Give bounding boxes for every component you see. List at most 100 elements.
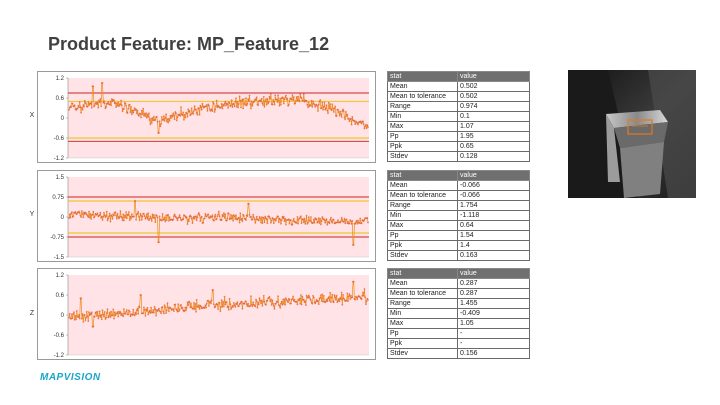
stats-table-y: stat value Mean -0.066 Mean to tolerance -0.0… [387, 170, 530, 261]
data-point [264, 215, 267, 218]
data-point [317, 103, 320, 106]
data-point [146, 113, 149, 116]
data-point [150, 122, 153, 124]
data-point [319, 218, 322, 220]
data-point [184, 116, 187, 119]
data-point [265, 218, 268, 221]
data-point [334, 296, 337, 299]
data-point [173, 215, 175, 217]
data-point [366, 124, 369, 127]
data-point [255, 300, 258, 303]
data-point [303, 217, 306, 220]
feature-photo [568, 70, 696, 198]
data-point [292, 96, 295, 98]
data-point [337, 111, 340, 113]
data-point [185, 309, 187, 312]
data-point [360, 298, 363, 301]
y-tick-label: 1.2 [56, 76, 65, 82]
data-point [198, 113, 201, 116]
data-point [154, 308, 157, 311]
data-point [325, 218, 328, 221]
y-tick-label: -0.6 [54, 333, 65, 339]
data-point [326, 223, 329, 226]
data-point [93, 104, 96, 107]
data-point [70, 106, 72, 108]
data-point [313, 221, 316, 224]
data-point [247, 202, 250, 205]
stat-name-cell: Ppk [387, 240, 458, 251]
data-point [258, 216, 261, 218]
data-point [165, 113, 167, 116]
data-point [346, 292, 349, 295]
data-point [195, 310, 197, 313]
data-point [325, 300, 327, 303]
data-point [362, 123, 365, 125]
data-point [252, 213, 255, 216]
data-point [363, 288, 366, 290]
data-point [68, 316, 70, 319]
data-point [210, 299, 213, 302]
stat-name-cell: Mean to tolerance [387, 91, 458, 102]
data-point [78, 106, 80, 108]
data-point [192, 113, 195, 115]
stat-name-cell: Pp [387, 230, 458, 241]
data-point [281, 215, 284, 218]
data-point [187, 108, 190, 111]
data-point [105, 210, 108, 213]
data-point [288, 100, 291, 102]
data-point [361, 294, 364, 297]
data-point [238, 95, 241, 98]
data-point [125, 211, 127, 213]
data-point [163, 115, 165, 118]
table-row: Mean to tolerance -0.066 [387, 190, 530, 201]
table-row: Min -1.118 [387, 210, 530, 221]
data-point [241, 307, 244, 310]
table-row: Mean to tolerance 0.287 [387, 288, 530, 299]
data-point [323, 219, 326, 221]
data-point [183, 118, 185, 121]
data-point [266, 98, 269, 100]
data-point [234, 100, 237, 103]
data-point [346, 222, 349, 224]
data-point [78, 212, 81, 214]
data-point [192, 307, 195, 310]
data-point [354, 222, 357, 225]
data-point [345, 115, 348, 117]
data-point [224, 100, 227, 103]
data-point [362, 291, 364, 294]
data-point [120, 314, 122, 316]
data-point [307, 101, 310, 103]
data-point [115, 214, 117, 217]
data-point [258, 297, 261, 299]
data-point [312, 294, 314, 297]
data-point [240, 218, 243, 220]
data-point [97, 317, 100, 320]
data-point [254, 222, 257, 224]
stat-name-cell: Min [387, 210, 458, 221]
y-tick-label: -1.5 [54, 255, 65, 261]
data-point [250, 215, 252, 218]
stat-name-cell: Ppk [387, 141, 458, 152]
data-point [139, 212, 142, 215]
data-point [225, 301, 228, 303]
data-point [113, 214, 115, 217]
data-point [143, 215, 146, 217]
data-point [297, 222, 299, 225]
data-point [98, 314, 100, 317]
data-point [365, 303, 367, 306]
data-point [132, 111, 135, 114]
data-point [100, 215, 103, 218]
data-point [193, 110, 195, 112]
data-point [251, 105, 254, 107]
data-point [92, 210, 95, 213]
data-point [326, 109, 329, 112]
data-point [98, 99, 100, 102]
data-point [310, 216, 312, 218]
data-point [302, 93, 305, 96]
data-point [108, 311, 111, 314]
data-point [105, 312, 108, 314]
data-point [359, 296, 362, 298]
data-point [76, 107, 79, 110]
data-point [97, 106, 100, 109]
data-point [347, 295, 350, 298]
